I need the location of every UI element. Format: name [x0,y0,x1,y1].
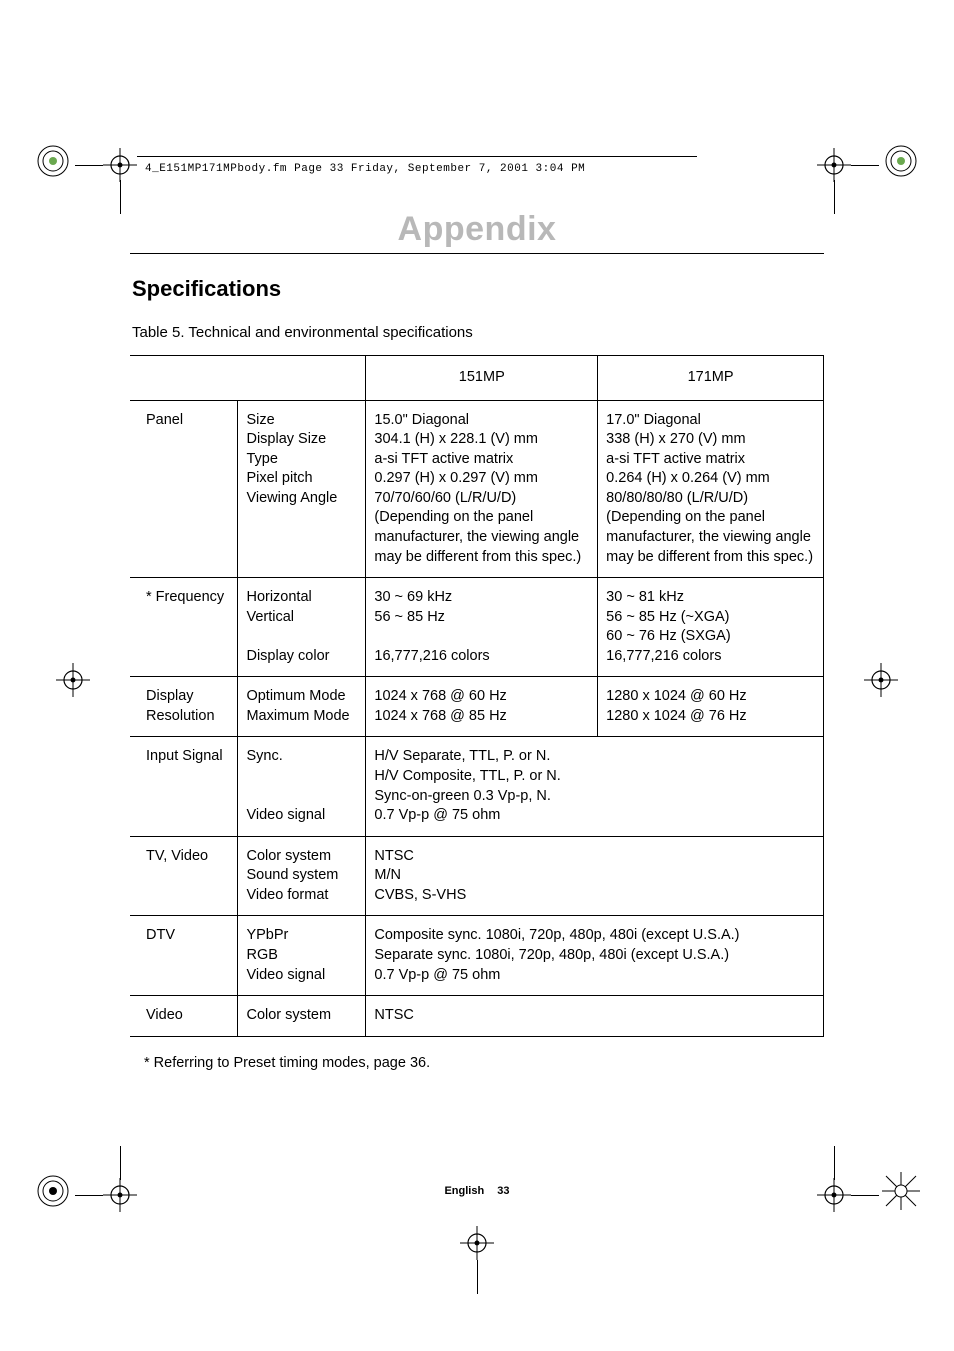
corner-ornament-icon [30,1168,76,1214]
registration-mark-icon [56,663,90,697]
row-tv-video: TV, Video Color system Sound system Vide… [130,836,824,916]
row-panel: Panel Size Display Size Type Pixel pitch… [130,400,824,578]
section-title: Specifications [132,276,824,302]
attrs-dtv: YPbPr RGB Video signal [238,916,366,996]
corner-ornament-icon [30,138,76,184]
table-caption: Table 5. Technical and environmental spe… [132,324,824,341]
label-panel: Panel [130,400,238,578]
crop-line [834,1146,835,1180]
attrs-tv-video: Color system Sound system Video format [238,836,366,916]
registration-mark-icon [864,663,898,697]
crop-line [75,165,103,166]
display-resolution-171mp: 1280 x 1024 @ 60 Hz 1280 x 1024 @ 76 Hz [598,677,824,737]
specifications-table: 151MP 171MP Panel Size Display Size Type… [130,355,824,1037]
row-video: Video Color system NTSC [130,996,824,1037]
table-header-row: 151MP 171MP [130,356,824,401]
registration-mark-icon [817,148,851,182]
crop-line [477,1260,478,1294]
attrs-panel: Size Display Size Type Pixel pitch Viewi… [238,400,366,578]
row-dtv: DTV YPbPr RGB Video signal Composite syn… [130,916,824,996]
header-171mp: 171MP [598,356,824,401]
registration-mark-icon [103,148,137,182]
attrs-frequency: Horizontal Vertical Display color [238,578,366,677]
appendix-title: Appendix [130,210,824,249]
header-blank-b [238,356,366,401]
tv-video-value: NTSC M/N CVBS, S-VHS [366,836,824,916]
footnote: * Referring to Preset timing modes, page… [144,1055,824,1071]
registration-mark-icon [103,1178,137,1212]
row-frequency: * Frequency Horizontal Vertical Display … [130,578,824,677]
frequency-151mp: 30 ~ 69 kHz 56 ~ 85 Hz 16,777,216 colors [366,578,598,677]
header-151mp: 151MP [366,356,598,401]
crop-line [120,180,121,214]
page-footer: English 33 [130,1185,824,1197]
input-signal-value: H/V Separate, TTL, P. or N. H/V Composit… [366,737,824,836]
crop-line [851,1195,879,1196]
video-value: NTSC [366,996,824,1037]
header-blank-a [130,356,238,401]
label-display-resolution: Display Resolution [130,677,238,737]
dtv-value: Composite sync. 1080i, 720p, 480p, 480i … [366,916,824,996]
label-frequency: * Frequency [130,578,238,677]
label-tv-video: TV, Video [130,836,238,916]
panel-151mp: 15.0" Diagonal 304.1 (H) x 228.1 (V) mm … [366,400,598,578]
crop-line [75,1195,103,1196]
frequency-171mp: 30 ~ 81 kHz 56 ~ 85 Hz (~XGA) 60 ~ 76 Hz… [598,578,824,677]
footer-lang: English [444,1185,484,1197]
corner-ornament-icon [878,1168,924,1214]
label-video: Video [130,996,238,1037]
attrs-input-signal: Sync. Video signal [238,737,366,836]
crop-line [851,165,879,166]
corner-ornament-icon [878,138,924,184]
attrs-display-resolution: Optimum Mode Maximum Mode [238,677,366,737]
attrs-video: Color system [238,996,366,1037]
page-content: Appendix Specifications Table 5. Technic… [130,155,824,1071]
title-rule [130,253,824,254]
registration-mark-icon [460,1226,494,1260]
crop-line [120,1146,121,1180]
panel-171mp: 17.0" Diagonal 338 (H) x 270 (V) mm a-si… [598,400,824,578]
footer-page-number: 33 [497,1185,509,1197]
label-input-signal: Input Signal [130,737,238,836]
row-display-resolution: Display Resolution Optimum Mode Maximum … [130,677,824,737]
label-dtv: DTV [130,916,238,996]
row-input-signal: Input Signal Sync. Video signal H/V Sepa… [130,737,824,836]
display-resolution-151mp: 1024 x 768 @ 60 Hz 1024 x 768 @ 85 Hz [366,677,598,737]
registration-mark-icon [817,1178,851,1212]
crop-line [834,180,835,214]
